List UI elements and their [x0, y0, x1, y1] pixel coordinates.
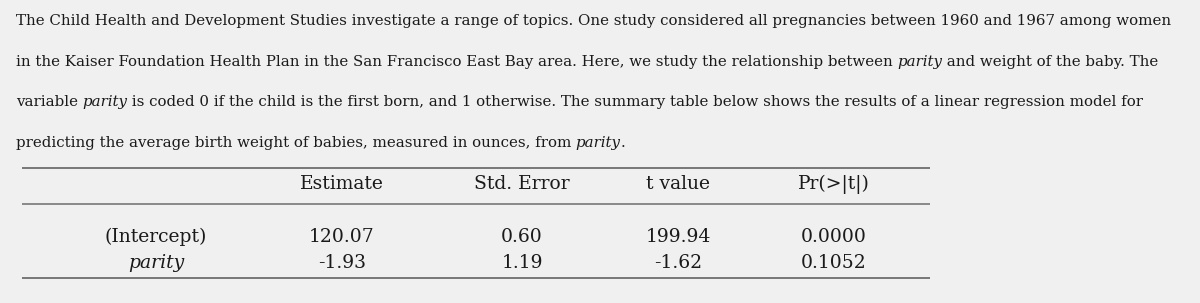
- Text: Estimate: Estimate: [300, 175, 384, 193]
- Text: 199.94: 199.94: [646, 228, 710, 246]
- Text: in the Kaiser Foundation Health Plan in the San Francisco East Bay area. Here, w: in the Kaiser Foundation Health Plan in …: [16, 55, 898, 68]
- Text: and weight of the baby. The: and weight of the baby. The: [942, 55, 1158, 68]
- Text: 0.1052: 0.1052: [802, 254, 866, 272]
- Text: -1.93: -1.93: [318, 254, 366, 272]
- Text: 0.60: 0.60: [502, 228, 542, 246]
- Text: Std. Error: Std. Error: [474, 175, 570, 193]
- Text: parity: parity: [898, 55, 942, 68]
- Text: 1.19: 1.19: [502, 254, 542, 272]
- Text: 0.0000: 0.0000: [802, 228, 866, 246]
- Text: parity: parity: [576, 136, 620, 150]
- Text: variable: variable: [16, 95, 83, 109]
- Text: -1.62: -1.62: [654, 254, 702, 272]
- Text: The Child Health and Development Studies investigate a range of topics. One stud: The Child Health and Development Studies…: [16, 14, 1171, 28]
- Text: parity: parity: [83, 95, 127, 109]
- Text: Pr(>|t|): Pr(>|t|): [798, 175, 870, 194]
- Text: t value: t value: [646, 175, 710, 193]
- Text: (Intercept): (Intercept): [104, 228, 208, 246]
- Text: is coded 0 if the child is the first born, and 1 otherwise. The summary table be: is coded 0 if the child is the first bor…: [127, 95, 1144, 109]
- Text: .: .: [620, 136, 625, 150]
- Text: predicting the average birth weight of babies, measured in ounces, from: predicting the average birth weight of b…: [16, 136, 576, 150]
- Text: 120.07: 120.07: [310, 228, 374, 246]
- Text: parity: parity: [128, 254, 184, 272]
